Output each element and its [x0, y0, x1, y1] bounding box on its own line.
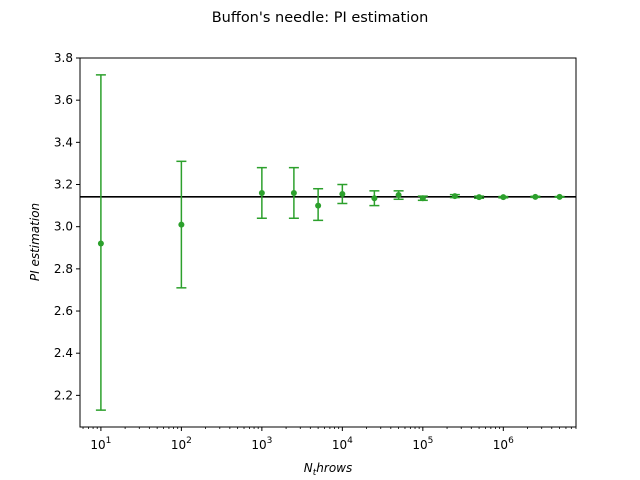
data-point	[258, 189, 265, 196]
x-tick-label: 101	[90, 436, 111, 452]
y-tick-label: 3.4	[54, 135, 73, 149]
data-point	[556, 193, 563, 200]
x-tick-label: 102	[171, 436, 192, 452]
x-tick-label: 104	[332, 436, 353, 452]
y-tick-label: 2.4	[54, 346, 73, 360]
data-point	[371, 195, 378, 202]
y-axis-label: PI estimation	[28, 203, 42, 281]
y-tick-label: 3.6	[54, 93, 73, 107]
chart-title: Buffon's needle: PI estimation	[212, 10, 429, 26]
y-tick-label: 3.0	[54, 220, 73, 234]
y-tick-label: 2.6	[54, 304, 73, 318]
x-axis-label: Nthrows	[304, 461, 352, 478]
data-points	[97, 189, 563, 247]
error-bars	[95, 74, 565, 411]
data-point	[315, 202, 322, 209]
y-tick-label: 2.2	[54, 388, 73, 402]
data-point	[419, 195, 426, 202]
x-axis-ticks: 101 102 103 104 105 106	[82, 427, 577, 452]
x-tick-label: 105	[412, 436, 433, 452]
data-point	[290, 189, 297, 196]
data-point	[476, 194, 483, 201]
y-axis-title: PI estimation	[28, 203, 42, 281]
data-point	[178, 221, 185, 228]
x-tick-label: 103	[251, 436, 272, 452]
data-point	[395, 192, 402, 199]
y-tick-label: 3.2	[54, 178, 73, 192]
data-point	[500, 194, 507, 201]
y-tick-label: 3.8	[54, 51, 73, 65]
data-point	[532, 193, 539, 200]
y-axis-ticks: 2.2 2.4 2.6 2.8 3.0 3.2 3.4 3.6 3.8	[54, 51, 80, 402]
x-tick-label: 106	[493, 436, 514, 452]
plot-frame	[79, 57, 577, 428]
data-point	[451, 193, 458, 200]
data-point	[97, 240, 104, 247]
y-tick-label: 2.8	[54, 262, 73, 276]
data-point	[339, 191, 346, 198]
